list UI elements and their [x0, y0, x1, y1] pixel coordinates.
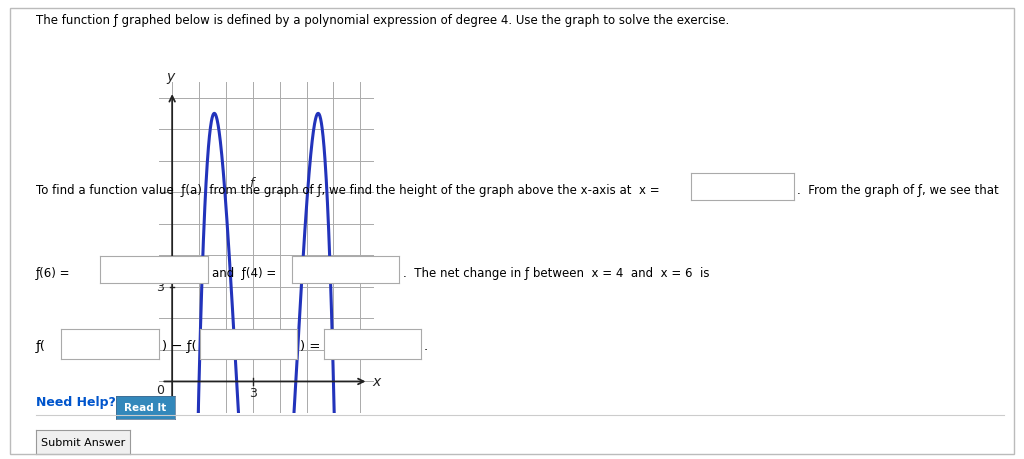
- Text: Need Help?: Need Help?: [36, 395, 116, 408]
- Text: $f$: $f$: [249, 175, 257, 190]
- Text: Submit Answer: Submit Answer: [41, 437, 125, 448]
- Text: .  The net change in ƒ between  x = 4  and  x = 6  is: . The net change in ƒ between x = 4 and …: [403, 266, 710, 279]
- Text: y: y: [167, 70, 175, 84]
- Text: 3: 3: [157, 281, 164, 294]
- Text: .: .: [424, 340, 428, 353]
- Text: 3: 3: [249, 386, 257, 399]
- Text: To find a function value  ƒ(a)  from the graph of ƒ, we find the height of the g: To find a function value ƒ(a) from the g…: [36, 184, 659, 196]
- Text: ) − ƒ(: ) − ƒ(: [162, 340, 197, 353]
- Text: x: x: [373, 375, 381, 389]
- Text: ) =: ) =: [300, 340, 321, 353]
- Text: ƒ(: ƒ(: [36, 340, 46, 353]
- Text: ƒ(6) =: ƒ(6) =: [36, 266, 71, 279]
- Text: .  From the graph of ƒ, we see that: . From the graph of ƒ, we see that: [797, 184, 998, 196]
- Text: Read It: Read It: [124, 402, 167, 412]
- Text: and  ƒ(4) =: and ƒ(4) =: [212, 266, 276, 279]
- Text: 0: 0: [156, 383, 164, 396]
- Text: The function ƒ graphed below is defined by a polynomial expression of degree 4. : The function ƒ graphed below is defined …: [36, 14, 729, 27]
